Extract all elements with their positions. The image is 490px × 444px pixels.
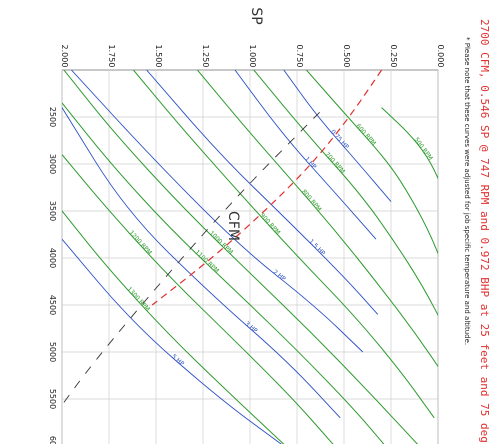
y-tick-label: 0.500: [342, 45, 351, 68]
rpm-curve: [62, 210, 285, 444]
rpm-curve: [62, 154, 334, 444]
x-tick-label: 6000: [48, 436, 57, 444]
rpm-curve: [253, 70, 438, 317]
rpm-curve: [306, 70, 438, 255]
curves-group: [62, 70, 438, 444]
rpm-curve: [62, 102, 385, 444]
rpm-curve: [63, 70, 419, 444]
plot-area: 0.000 0.250 0.500 0.750 1.000 1.250 1.500 1.750…: [48, 45, 445, 444]
y-tick-label: 2.000: [60, 45, 69, 68]
rpm-curve: [197, 70, 438, 368]
x-tick-label: 3000: [48, 154, 57, 174]
y-axis-title: SP: [248, 7, 264, 24]
hp-curve: [62, 107, 341, 419]
rpm-curve: [133, 70, 435, 419]
x-tick-label: 5000: [48, 342, 57, 362]
x-tick-label: 3500: [48, 201, 57, 221]
y-tick-label: 1.500: [154, 45, 163, 68]
y-tick-label: 1.750: [107, 45, 116, 68]
system-curve: [151, 70, 383, 306]
y-tick-label: 1.250: [201, 45, 210, 68]
hp-curve: [234, 70, 377, 240]
y-tick-label: 0.000: [436, 45, 445, 68]
y-tick-label: 0.750: [295, 45, 304, 68]
y-tick-label: 0.250: [389, 45, 398, 68]
hp-curve: [146, 70, 379, 315]
x-tick-label: 2500: [48, 107, 57, 127]
chart-title: 2700 CFM, 0.546 SP @ 747 RPM and 0.972 B…: [478, 19, 490, 443]
hp-curve: [283, 70, 392, 202]
x-axis-title: CFM: [225, 211, 241, 241]
hp-curve: [62, 238, 282, 444]
chart-note: * Please note that these curves were adj…: [463, 37, 471, 345]
rpm-curve: [381, 107, 438, 180]
x-tick-label: 5500: [48, 389, 57, 409]
x-tick-label: 4000: [48, 248, 57, 268]
x-tick-label: 4500: [48, 295, 57, 315]
hp-curve: [71, 70, 364, 353]
y-tick-label: 1.000: [248, 45, 257, 68]
